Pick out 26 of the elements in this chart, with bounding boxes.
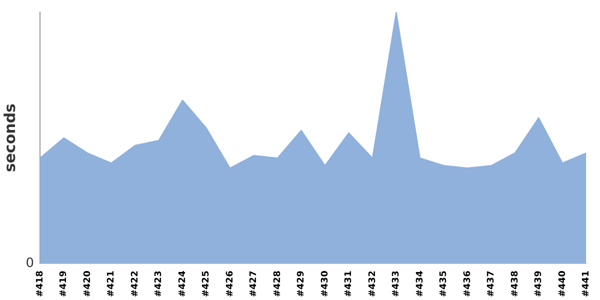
x-tick-label: #439 [534, 270, 544, 297]
x-tick-label: #418 [35, 270, 46, 297]
x-tick-label: #428 [272, 270, 283, 297]
x-tick-label: #431 [344, 270, 354, 297]
x-tick-label: #434 [415, 270, 426, 297]
x-tick-label: #433 [392, 270, 402, 297]
x-tick-label: #423 [154, 270, 164, 297]
x-tick-label: #424 [178, 270, 188, 297]
x-tick-label: #437 [486, 270, 497, 297]
x-tick-label: #438 [510, 270, 520, 297]
x-tick-label: #430 [320, 270, 330, 297]
y-axis-title: seconds [0, 103, 19, 172]
x-tick-label: #440 [558, 270, 568, 297]
x-tick-label: #421 [106, 270, 117, 297]
x-tick-label: #436 [462, 270, 473, 297]
text: 0 [26, 256, 34, 272]
x-tick-label: #419 [59, 270, 70, 297]
x-tick-label: #420 [82, 270, 93, 297]
x-tick-label: #426 [225, 270, 236, 297]
x-tick-label: #441 [582, 270, 592, 297]
x-tick-label: #422 [130, 270, 140, 297]
x-tick-label: #429 [296, 270, 307, 297]
x-tick-label: #435 [439, 270, 450, 297]
x-tick-label: #425 [202, 270, 212, 297]
x-tick-label: #432 [368, 270, 378, 297]
x-tick-label: #427 [249, 270, 260, 297]
